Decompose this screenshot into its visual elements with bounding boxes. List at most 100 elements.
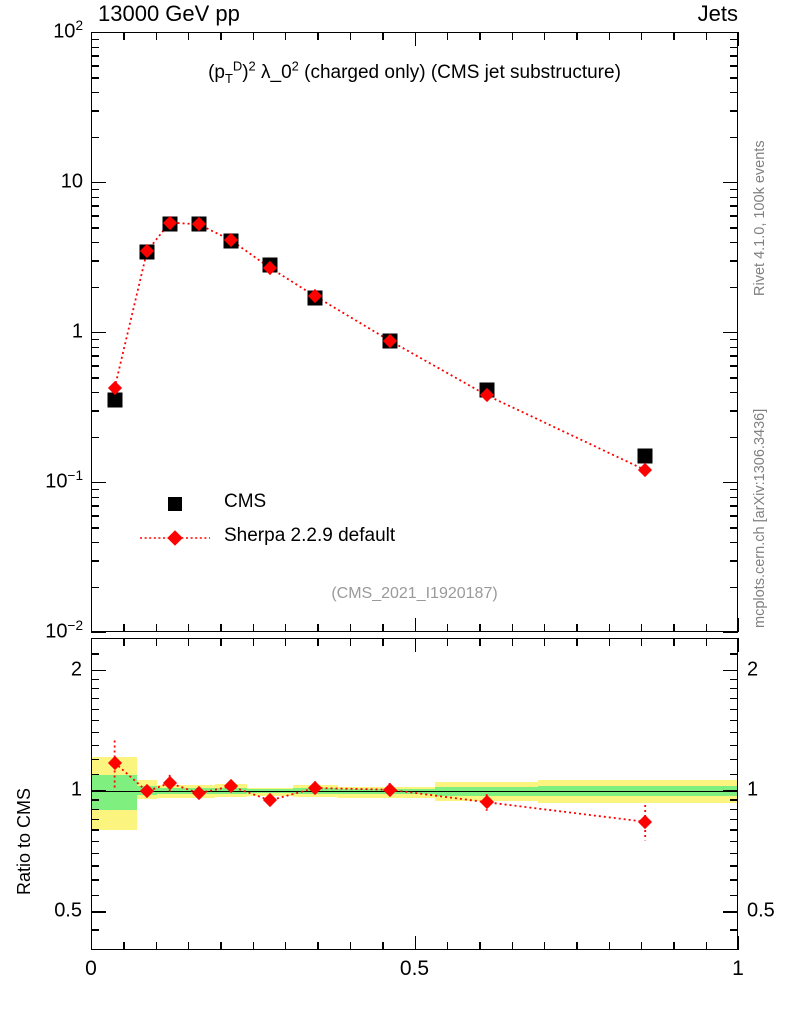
y-minor-tick-main-right: [730, 286, 738, 289]
y-minor-tick-main: [91, 77, 99, 79]
y-minor-tick-main: [91, 346, 99, 348]
y-minor-tick-ratio-right: [730, 894, 738, 896]
y-minor-tick-ratio-right: [730, 799, 738, 801]
x-tick-main-top: [705, 32, 708, 40]
x-tick-main-bottom: [317, 624, 319, 632]
x-tick-main-bottom: [543, 624, 546, 632]
y-minor-tick-main-right: [730, 488, 738, 491]
y-minor-tick-ratio: [91, 894, 99, 896]
y-minor-tick-ratio-right: [730, 879, 738, 881]
y-minor-tick-main: [91, 260, 99, 262]
x-tick-main-top: [285, 32, 287, 40]
y-minor-tick-main: [91, 286, 99, 289]
y-minor-tick-ratio-right: [730, 829, 738, 831]
x-tick-main-top: [220, 32, 222, 40]
y-tick-label-main: 1: [71, 320, 83, 343]
y-minor-tick-ratio: [91, 698, 99, 700]
y-minor-tick-main: [91, 505, 99, 507]
x-tick-main-bottom: [511, 624, 513, 632]
y-minor-tick-main-right: [730, 338, 738, 341]
y-minor-tick-main: [91, 365, 99, 367]
x-tick-main-top: [576, 32, 578, 40]
legend-key-diamond-icon: [138, 521, 212, 555]
y-minor-tick-main: [91, 110, 99, 112]
y-minor-tick-ratio-right: [730, 852, 738, 854]
y-minor-tick-main-right: [730, 188, 738, 191]
x-tick-main-top: [188, 32, 190, 40]
rivet-version-caption: Rivet 4.1.0, 100k events: [752, 140, 768, 296]
y-minor-tick-main-right: [730, 365, 738, 367]
x-tick-ratio-top: [123, 638, 125, 646]
y-minor-tick-ratio: [91, 758, 99, 761]
x-tick-main-top: [543, 32, 546, 40]
y-minor-tick-ratio-right: [730, 744, 738, 747]
y-minor-tick-main: [91, 496, 99, 498]
y-minor-tick-ratio: [91, 808, 99, 811]
y-minor-tick-main: [91, 227, 99, 229]
x-tick-main-top: [123, 32, 125, 40]
y-minor-tick-ratio-right: [730, 669, 738, 672]
y-minor-tick-main: [91, 205, 99, 207]
x-tick-main-bottom: [123, 624, 125, 632]
x-tick-ratio-bottom: [220, 942, 222, 950]
x-tick-main-bottom: [576, 624, 578, 632]
x-tick-ratio-top: [479, 638, 481, 646]
y-minor-tick-ratio: [91, 708, 99, 710]
x-tick-main-top: [349, 32, 352, 40]
y-minor-tick-ratio-right: [730, 758, 738, 761]
y-minor-tick-ratio: [91, 799, 99, 801]
ratio-plot-curve: [113, 740, 647, 841]
y-minor-tick-main-right: [730, 515, 738, 517]
y-tick-label-ratio-right: 2: [747, 658, 759, 681]
x-tick-main-bottom: [155, 624, 158, 632]
x-tick-label: 0.5: [399, 957, 430, 980]
y-minor-tick-main: [91, 515, 99, 517]
x-tick-main-top: [608, 32, 610, 40]
y-minor-tick-ratio: [91, 865, 99, 867]
y-minor-tick-main-right: [730, 65, 738, 67]
y-minor-tick-ratio: [91, 790, 99, 792]
y-tick-label-ratio-left: 1: [70, 778, 82, 801]
y-minor-tick-ratio: [91, 818, 99, 821]
y-minor-tick-main-right: [730, 505, 738, 507]
y-minor-tick-main: [91, 338, 99, 341]
legend-label-cms: CMS: [224, 491, 267, 512]
x-tick-main-top: [317, 32, 319, 40]
y-minor-tick-main-right: [730, 227, 738, 229]
x-tick-ratio-bottom: [738, 936, 740, 950]
y-minor-tick-main-right: [730, 46, 738, 48]
y-minor-tick-ratio-right: [730, 808, 738, 811]
x-tick-main-bottom: [479, 624, 481, 632]
data-point-cms: [107, 392, 123, 408]
x-tick-ratio-bottom: [188, 942, 190, 950]
y-minor-tick-ratio: [91, 719, 99, 722]
y-minor-tick-ratio-right: [730, 865, 738, 867]
y-minor-tick-main: [91, 488, 99, 491]
y-minor-tick-main: [91, 410, 99, 412]
y-minor-tick-main-right: [730, 391, 738, 394]
x-tick-ratio-top: [91, 638, 93, 652]
x-tick-main-top: [155, 32, 158, 40]
y-tick-label-ratio-left: 2: [70, 658, 82, 681]
plot-title: (pTD)2 λ_02 (charged only) (CMS jet subs…: [208, 58, 621, 86]
y-minor-tick-main-right: [730, 241, 738, 244]
data-point-cms: [637, 448, 653, 464]
y-minor-tick-ratio-right: [730, 929, 738, 931]
x-tick-ratio-top: [543, 638, 546, 646]
x-tick-main-top: [446, 32, 449, 40]
y-minor-tick-main: [91, 196, 99, 198]
x-tick-ratio-bottom: [543, 942, 546, 950]
y-minor-tick-ratio: [91, 678, 99, 681]
x-tick-main-top: [479, 32, 481, 40]
y-minor-tick-ratio: [91, 744, 99, 747]
y-minor-tick-main: [91, 241, 99, 244]
x-tick-ratio-bottom: [673, 942, 675, 950]
y-minor-tick-ratio: [91, 731, 99, 734]
x-tick-ratio-top: [382, 638, 384, 646]
y-minor-tick-main-right: [730, 38, 738, 41]
x-tick-ratio-top: [252, 638, 255, 646]
header-analysis-category: Jets: [697, 1, 738, 26]
x-tick-ratio-bottom: [640, 942, 643, 950]
x-tick-main-bottom: [446, 624, 449, 632]
y-minor-tick-ratio-right: [730, 818, 738, 821]
